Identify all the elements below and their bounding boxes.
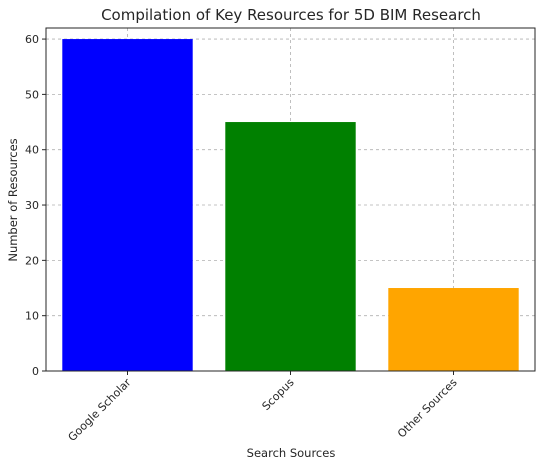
x-tick-label: Other Sources (395, 376, 460, 441)
y-tick-label: 60 (25, 33, 39, 46)
y-tick-label: 0 (32, 365, 39, 378)
y-tick-label: 10 (25, 310, 39, 323)
y-axis-label: Number of Resources (6, 138, 20, 261)
bar (388, 288, 519, 371)
y-tick-label: 40 (25, 144, 39, 157)
x-tick-layer: Google Scholar Scopus Other Sources (65, 371, 460, 444)
x-axis-label: Search Sources (247, 446, 336, 460)
y-tick-layer: 0 10 20 30 40 50 60 (25, 33, 46, 378)
y-tick-label: 50 (25, 88, 39, 101)
y-tick-label: 20 (25, 254, 39, 267)
x-tick-label: Scopus (260, 376, 297, 413)
y-tick-label: 30 (25, 199, 39, 212)
x-tick-label: Google Scholar (65, 376, 133, 444)
bar (225, 122, 356, 371)
bar-layer (62, 39, 519, 372)
chart-title: Compilation of Key Resources for 5D BIM … (101, 6, 481, 24)
bar (62, 39, 193, 372)
